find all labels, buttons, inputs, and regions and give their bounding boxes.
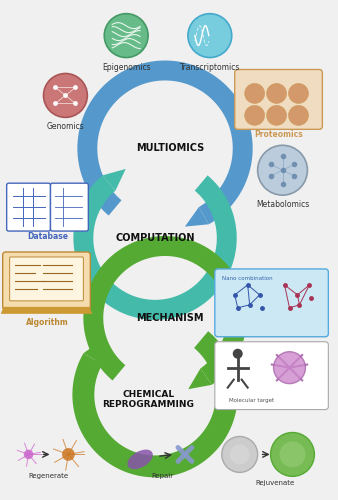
FancyBboxPatch shape [215, 342, 328, 409]
Circle shape [267, 84, 287, 103]
Circle shape [188, 14, 232, 58]
Text: Nano combination: Nano combination [222, 276, 272, 281]
Circle shape [62, 448, 75, 461]
Circle shape [230, 444, 250, 464]
Text: Regenerate: Regenerate [28, 474, 69, 480]
Polygon shape [83, 338, 105, 364]
Circle shape [289, 106, 308, 126]
Polygon shape [1, 307, 92, 314]
FancyBboxPatch shape [50, 183, 88, 231]
Text: Genomics: Genomics [47, 122, 84, 132]
Circle shape [44, 74, 87, 118]
Circle shape [271, 432, 314, 476]
Text: MECHANISM: MECHANISM [136, 313, 204, 323]
Circle shape [273, 352, 306, 384]
Polygon shape [185, 207, 209, 227]
Circle shape [245, 84, 265, 103]
Text: Algorithm: Algorithm [26, 318, 69, 327]
Circle shape [267, 106, 287, 126]
Text: CHEMICAL
REPROGRAMMING: CHEMICAL REPROGRAMMING [102, 390, 194, 409]
Text: Transcriptomics: Transcriptomics [179, 62, 240, 72]
Polygon shape [188, 368, 212, 389]
Circle shape [104, 14, 148, 58]
Circle shape [233, 348, 243, 358]
Text: Proteomics: Proteomics [254, 130, 303, 140]
Text: Repair: Repair [151, 474, 173, 480]
FancyBboxPatch shape [10, 257, 83, 301]
FancyBboxPatch shape [235, 70, 322, 130]
FancyBboxPatch shape [3, 252, 90, 310]
FancyBboxPatch shape [7, 183, 50, 231]
Text: Database: Database [27, 232, 68, 241]
Text: MULTIOMICS: MULTIOMICS [136, 144, 204, 154]
Polygon shape [83, 236, 247, 385]
Text: Molecular target: Molecular target [229, 398, 274, 402]
FancyBboxPatch shape [215, 269, 328, 337]
Circle shape [222, 436, 258, 472]
Ellipse shape [127, 450, 153, 469]
Circle shape [245, 106, 265, 126]
Polygon shape [73, 176, 237, 320]
Polygon shape [77, 60, 252, 224]
Circle shape [258, 146, 308, 195]
Text: Metabolomics: Metabolomics [256, 200, 309, 209]
Text: Rejuvenate: Rejuvenate [255, 480, 294, 486]
Polygon shape [102, 169, 126, 190]
Polygon shape [72, 331, 238, 478]
Circle shape [280, 442, 306, 468]
Circle shape [289, 84, 308, 103]
Text: COMPUTATION: COMPUTATION [115, 233, 195, 243]
Text: Epigenomics: Epigenomics [102, 62, 150, 72]
Circle shape [24, 450, 33, 459]
